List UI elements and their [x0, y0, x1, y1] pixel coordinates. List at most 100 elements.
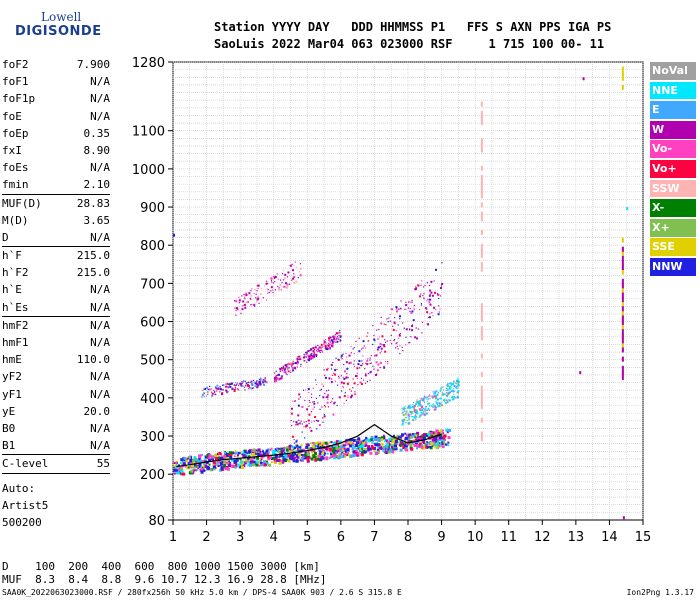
echo-point: [236, 382, 238, 384]
echo-point: [201, 468, 205, 472]
echo-point: [330, 441, 333, 444]
echo-point: [274, 275, 277, 278]
echo-point: [395, 342, 397, 345]
echo-point: [242, 385, 244, 387]
echo-point: [219, 386, 221, 388]
echo-point: [347, 377, 349, 379]
echo-point: [405, 442, 409, 446]
param-key: B1: [2, 439, 16, 453]
echo-point: [420, 302, 423, 305]
param-row: foF2 7.900: [2, 56, 110, 73]
echo-point: [200, 468, 203, 471]
echo-point: [408, 301, 410, 303]
echo-point: [281, 367, 283, 369]
echo-point: [426, 311, 429, 314]
echo-point: [387, 448, 391, 452]
echo-point: [327, 406, 330, 408]
echo-point: [416, 447, 419, 450]
echo-point: [421, 321, 423, 323]
echo-point: [177, 464, 180, 467]
echo-point: [289, 370, 291, 372]
echo-point: [320, 388, 323, 390]
echo-point: [305, 443, 308, 446]
echo-point: [318, 458, 322, 462]
stripe-segment: [480, 330, 483, 336]
echo-point: [422, 295, 424, 297]
echo-point: [351, 444, 354, 447]
echo-point: [451, 390, 453, 393]
echo-point: [425, 405, 427, 408]
echo-point: [456, 396, 459, 399]
y-tick-label: 500: [140, 354, 165, 369]
param-value: N/A: [90, 283, 110, 297]
echo-point: [255, 463, 259, 467]
echo-point: [274, 379, 276, 381]
stripe-segment: [480, 165, 483, 171]
param-row: B0 N/A: [2, 420, 110, 437]
param-value: N/A: [90, 75, 110, 89]
echo-point: [432, 395, 434, 397]
echo-point: [324, 347, 327, 349]
echo-point: [357, 437, 361, 441]
echo-point: [247, 385, 250, 388]
echo-point: [452, 397, 454, 399]
echo-point: [250, 456, 254, 460]
echo-point: [257, 453, 261, 457]
echo-point: [346, 443, 349, 446]
param-row: MUF(D) 28.83: [2, 195, 110, 212]
param-value: 3.65: [83, 213, 111, 227]
echo-point: [193, 464, 196, 467]
echo-point: [343, 377, 346, 380]
echo-point: [315, 355, 318, 358]
echo-point: [173, 233, 175, 237]
echo-point: [288, 368, 290, 370]
echo-point: [374, 435, 378, 439]
echo-point: [288, 363, 291, 365]
stripe-segment: [621, 292, 624, 298]
echo-point: [219, 468, 223, 472]
echo-point: [428, 402, 431, 404]
echo-point: [335, 339, 337, 341]
echo-point: [217, 460, 220, 463]
echo-point: [414, 414, 417, 416]
echo-point: [301, 454, 305, 458]
echo-point: [277, 278, 279, 280]
echo-point: [428, 294, 431, 297]
echo-point: [414, 416, 416, 418]
echo-point: [269, 448, 272, 451]
stripe-segment: [621, 329, 624, 335]
echo-point: [405, 445, 408, 448]
echo-point: [222, 389, 224, 391]
echo-point: [290, 412, 293, 415]
echo-point: [332, 361, 334, 364]
echo-point: [427, 433, 431, 437]
echo-point: [307, 388, 310, 391]
echo-point: [227, 386, 229, 388]
echo-point: [324, 452, 327, 455]
echo-point: [240, 385, 243, 388]
echo-point: [446, 431, 449, 434]
echo-point: [242, 451, 246, 455]
echo-point: [262, 452, 266, 456]
echo-point: [298, 393, 301, 396]
echo-point: [220, 455, 223, 458]
echo-point: [427, 324, 429, 326]
echo-point: [254, 289, 256, 291]
echo-point: [318, 441, 321, 444]
echo-point: [251, 453, 255, 457]
echo-point: [411, 324, 414, 326]
echo-point: [247, 381, 250, 383]
echo-point: [283, 286, 285, 289]
echo-point: [441, 401, 443, 403]
echo-point: [332, 456, 336, 460]
echo-point: [383, 344, 386, 347]
echo-point: [446, 402, 448, 404]
echo-point: [429, 404, 431, 406]
echo-point: [225, 383, 227, 385]
echo-point: [292, 400, 294, 402]
echo-point: [375, 443, 379, 447]
echo-point: [452, 382, 455, 385]
echo-point: [433, 395, 436, 398]
echo-point: [377, 439, 381, 443]
echo-point: [427, 316, 430, 319]
